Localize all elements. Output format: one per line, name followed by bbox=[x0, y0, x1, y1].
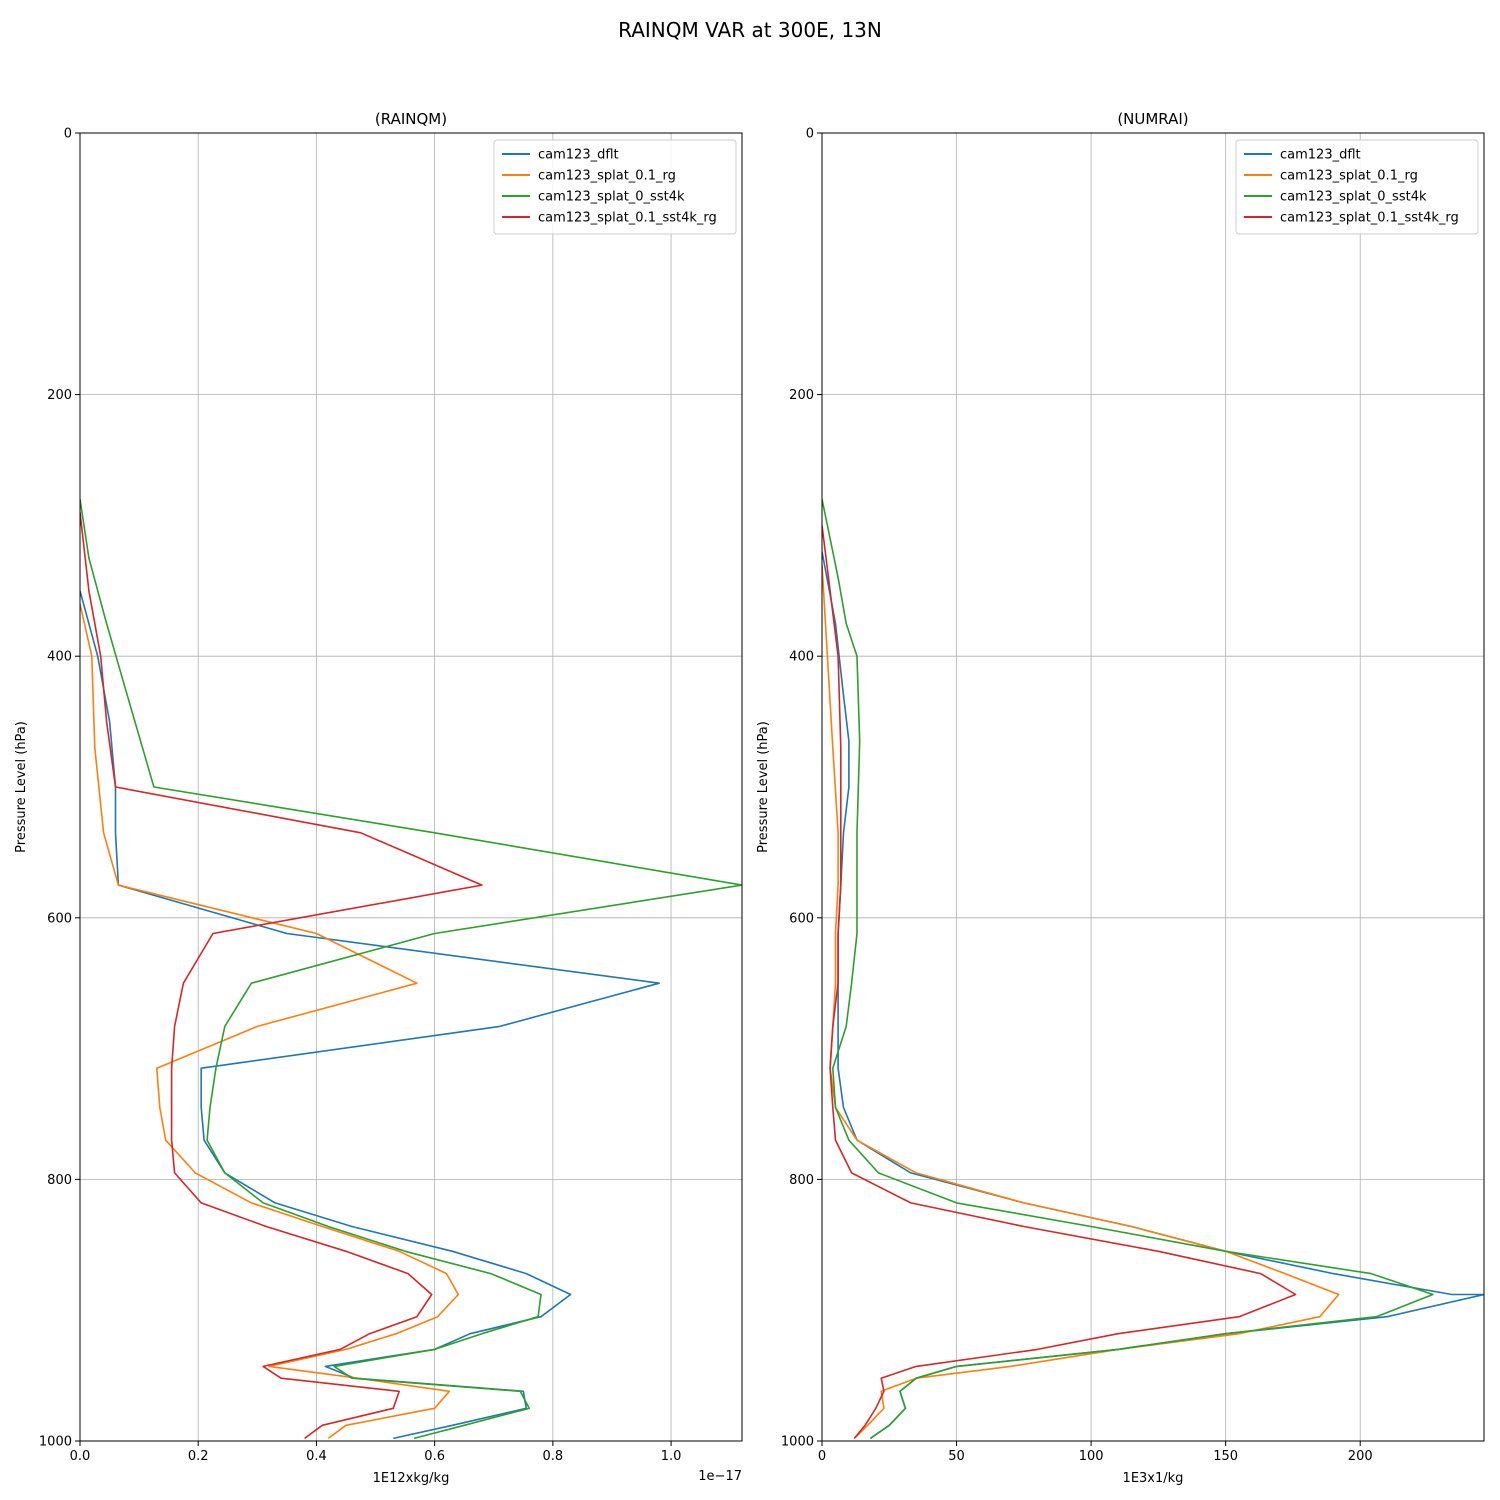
axes-title: (NUMRAI) bbox=[1117, 110, 1188, 128]
series-line-cam123_dflt bbox=[822, 551, 1484, 1440]
y-tick-label: 400 bbox=[789, 650, 814, 665]
axes-frame bbox=[821, 132, 1485, 1442]
legend-entry-label: cam123_splat_0_sst4k bbox=[1280, 190, 1427, 205]
x-tick-label: 0 bbox=[818, 1449, 826, 1464]
series-line-cam123_splat_0.1_rg bbox=[822, 564, 1340, 1439]
axes-frame bbox=[79, 132, 743, 1442]
series-line-cam123_splat_0_sst4k bbox=[80, 499, 742, 1440]
x-axis-label: 1E12xkg/kg bbox=[373, 1471, 450, 1486]
series-line-cam123_splat_0.1_rg bbox=[80, 603, 460, 1440]
legend-entry-label: cam123_dflt bbox=[538, 148, 619, 163]
rainqm-axes: 0.0 0.2 0.4 0.6 0.8 1.0 0 200 400 600 800 1000 (RAIN… bbox=[14, 110, 743, 1486]
y-tick-label: 1000 bbox=[781, 1435, 814, 1450]
legend-entry-label: cam123_splat_0.1_rg bbox=[538, 169, 676, 184]
y-tick-label: 600 bbox=[789, 911, 814, 926]
y-tick-label: 1000 bbox=[39, 1435, 72, 1450]
legend-box bbox=[1235, 139, 1479, 235]
x-tick-label: 0.4 bbox=[306, 1449, 327, 1464]
legend-box bbox=[493, 139, 737, 235]
series-group bbox=[822, 499, 1484, 1440]
y-tick-label: 200 bbox=[47, 388, 72, 403]
series-line-cam123_splat_0.1_sst4k_rg bbox=[80, 512, 483, 1440]
x-tick-label: 100 bbox=[1079, 1449, 1104, 1464]
legend: cam123_dflt cam123_splat_0.1_rg cam123_spl… bbox=[493, 139, 737, 235]
y-tick-label: 800 bbox=[47, 1173, 72, 1188]
x-tick-label: 50 bbox=[948, 1449, 965, 1464]
y-tick-label: 0 bbox=[64, 127, 72, 142]
y-tick-label: 0 bbox=[806, 127, 814, 142]
x-tick-label: 0.6 bbox=[424, 1449, 445, 1464]
legend-entry-label: cam123_splat_0.1_sst4k_rg bbox=[1280, 211, 1459, 226]
x-tick-label: 200 bbox=[1348, 1449, 1373, 1464]
series-line-cam123_splat_0_sst4k bbox=[822, 499, 1434, 1440]
x-tick-label: 150 bbox=[1213, 1449, 1238, 1464]
legend-entry-label: cam123_dflt bbox=[1280, 148, 1361, 163]
series-line-cam123_splat_0.1_sst4k_rg bbox=[822, 525, 1297, 1439]
y-axis-label: Pressure Level (hPa) bbox=[756, 721, 771, 853]
series-line-cam123_dflt bbox=[80, 590, 660, 1440]
y-tick-label: 400 bbox=[47, 650, 72, 665]
y-tick-label: 800 bbox=[789, 1173, 814, 1188]
axes-title: (RAINQM) bbox=[375, 110, 447, 128]
x-tick-label: 1.0 bbox=[661, 1449, 682, 1464]
legend: cam123_dflt cam123_splat_0.1_rg cam123_spl… bbox=[1235, 139, 1479, 235]
x-tick-label: 0.2 bbox=[188, 1449, 209, 1464]
x-offset-text: 1e−17 bbox=[698, 1469, 742, 1484]
legend-entry-label: cam123_splat_0.1_sst4k_rg bbox=[538, 211, 717, 226]
figure-title: RAINQM VAR at 300E, 13N bbox=[618, 18, 882, 42]
series-group bbox=[80, 499, 742, 1440]
legend-entry-label: cam123_splat_0_sst4k bbox=[538, 190, 685, 205]
y-tick-label: 600 bbox=[47, 911, 72, 926]
numrai-axes: 0 50 100 150 200 0 200 400 600 800 1000 (NUMRAI) 1E3… bbox=[756, 110, 1485, 1486]
legend-entry-label: cam123_splat_0.1_rg bbox=[1280, 169, 1418, 184]
x-tick-label: 0.0 bbox=[70, 1449, 91, 1464]
y-axis-label: Pressure Level (hPa) bbox=[14, 721, 29, 853]
y-tick-label: 200 bbox=[789, 388, 814, 403]
x-tick-label: 0.8 bbox=[543, 1449, 564, 1464]
x-axis-label: 1E3x1/kg bbox=[1123, 1471, 1184, 1486]
